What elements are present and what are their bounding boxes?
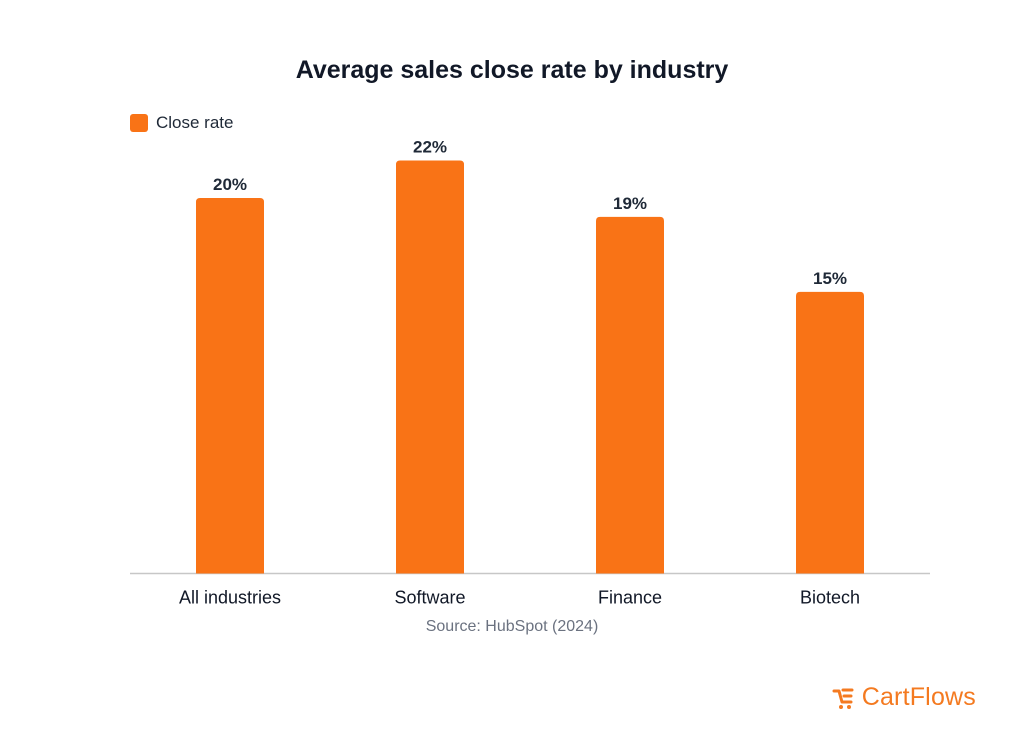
- source-note: Source: HubSpot (2024): [425, 618, 599, 635]
- cartflows-logo-icon: [832, 688, 854, 709]
- x-tick-label: All industries: [179, 588, 281, 608]
- legend-label: Close rate: [156, 113, 234, 132]
- legend-swatch: [130, 114, 148, 132]
- x-tick-label: Software: [394, 588, 465, 608]
- brand-logo: CartFlows: [830, 683, 976, 712]
- data-label: 19%: [613, 194, 647, 213]
- bar-all-industries: [196, 198, 264, 574]
- chart-legend: Close rate: [130, 113, 233, 133]
- chart-title: Average sales close rate by industry: [295, 56, 729, 84]
- x-tick-label: Finance: [598, 588, 662, 608]
- bar-software: [396, 160, 464, 574]
- brand-name: CartFlows: [861, 683, 976, 711]
- bar-biotech: [796, 291, 864, 574]
- x-tick-label: Biotech: [800, 588, 860, 608]
- data-label: 15%: [813, 269, 847, 288]
- data-label: 20%: [213, 175, 247, 194]
- bar-finance: [596, 216, 664, 574]
- data-label: 22%: [413, 138, 447, 157]
